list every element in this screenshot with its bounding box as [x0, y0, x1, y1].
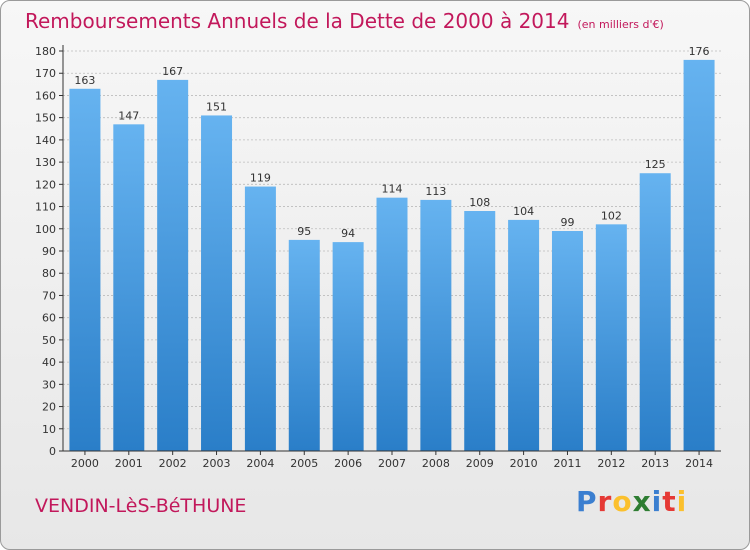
logo-letter: P: [576, 485, 598, 518]
bar-2014: [683, 59, 715, 452]
y-tick-label: 80: [42, 267, 56, 280]
y-tick-label: 140: [35, 134, 56, 147]
logo-letter: i: [676, 485, 688, 518]
logo-letter: r: [597, 485, 613, 518]
logo-letter: o: [612, 485, 633, 518]
x-tick-label: 2009: [466, 457, 494, 470]
x-tick-label: 2002: [159, 457, 187, 470]
y-tick-label: 120: [35, 178, 56, 191]
x-tick-label: 2003: [203, 457, 231, 470]
x-tick-label: 2014: [685, 457, 713, 470]
bar-2007: [376, 197, 408, 451]
proxiti-logo[interactable]: Proxiti: [576, 485, 687, 518]
bar-2013: [639, 173, 671, 451]
bar-value-label: 147: [118, 109, 139, 122]
bar-value-label: 114: [382, 183, 403, 196]
y-tick-label: 10: [42, 423, 56, 436]
bars: [69, 59, 715, 452]
labels: 0 10 20 30 40 50 60 70 80 90 100 110 120 130 140 150 160…: [35, 45, 713, 470]
logo-letter: i: [651, 485, 663, 518]
bar-2005: [288, 239, 320, 451]
x-tick-label: 2011: [553, 457, 581, 470]
bar-2011: [551, 231, 583, 451]
y-tick-label: 180: [35, 45, 56, 58]
y-tick-label: 170: [35, 67, 56, 80]
axes: [59, 45, 721, 455]
bar-value-label: 108: [469, 196, 490, 209]
bar-2000: [69, 88, 101, 452]
bar-value-label: 104: [513, 205, 534, 218]
bar-2008: [420, 199, 452, 451]
y-tick-label: 20: [42, 401, 56, 414]
bar-2001: [113, 124, 145, 451]
y-tick-label: 130: [35, 156, 56, 169]
bar-value-label: 95: [297, 225, 311, 238]
logo-letter: x: [632, 485, 652, 518]
y-tick-label: 150: [35, 112, 56, 125]
y-tick-label: 100: [35, 223, 56, 236]
y-tick-label: 90: [42, 245, 56, 258]
bar-2012: [595, 224, 627, 451]
bar-value-label: 125: [645, 158, 666, 171]
x-tick-label: 2007: [378, 457, 406, 470]
bar-value-label: 119: [250, 172, 271, 185]
commune-name: VENDIN-LèS-BéTHUNE: [35, 495, 247, 517]
bar-value-label: 176: [689, 45, 710, 58]
bar-2002: [157, 79, 189, 451]
y-tick-label: 50: [42, 334, 56, 347]
bar-value-label: 167: [162, 65, 183, 78]
bar-value-label: 151: [206, 100, 227, 113]
y-tick-label: 70: [42, 289, 56, 302]
bar-value-label: 99: [560, 216, 574, 229]
bar-2009: [464, 211, 496, 451]
bar-value-label: 163: [74, 74, 95, 87]
x-tick-label: 2012: [597, 457, 625, 470]
x-tick-label: 2004: [246, 457, 274, 470]
bar-2010: [508, 219, 540, 451]
x-tick-label: 2000: [71, 457, 99, 470]
x-tick-label: 2013: [641, 457, 669, 470]
y-tick-label: 110: [35, 201, 56, 214]
bar-2004: [244, 186, 276, 452]
logo-letter: t: [662, 485, 677, 518]
x-tick-label: 2005: [290, 457, 318, 470]
bar-2006: [332, 242, 364, 451]
y-tick-label: 30: [42, 378, 56, 391]
y-tick-label: 60: [42, 312, 56, 325]
bar-2003: [201, 115, 233, 451]
bar-value-label: 94: [341, 227, 355, 240]
x-tick-label: 2006: [334, 457, 362, 470]
y-tick-label: 40: [42, 356, 56, 369]
x-tick-label: 2010: [510, 457, 538, 470]
y-tick-label: 0: [49, 445, 56, 458]
bar-value-label: 113: [425, 185, 446, 198]
y-tick-label: 160: [35, 89, 56, 102]
chart-title-text: Remboursements Annuels de la Dette de 20…: [25, 9, 570, 33]
x-tick-label: 2001: [115, 457, 143, 470]
x-tick-label: 2008: [422, 457, 450, 470]
chart-title: Remboursements Annuels de la Dette de 20…: [25, 9, 664, 33]
bar-value-label: 102: [601, 209, 622, 222]
chart-unit-label: (en milliers d'€): [577, 18, 664, 31]
